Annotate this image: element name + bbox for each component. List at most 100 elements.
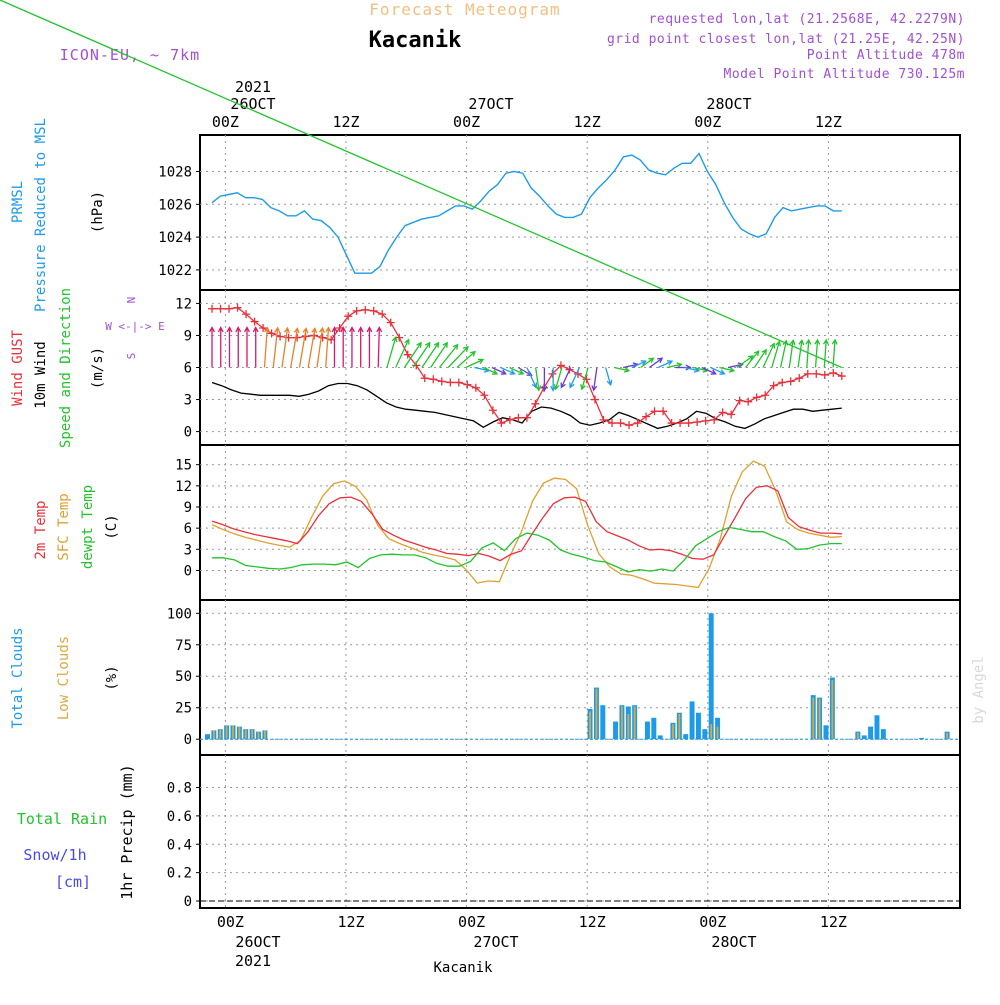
info-line: Point Altitude 478m [807,48,965,63]
wind-arrow [832,339,836,368]
gust-marker [233,303,242,312]
total-cloud-bar [702,729,708,740]
y-tick-label: 75 [175,638,192,654]
wind-arrowhead [274,326,281,333]
total-cloud-bar [861,735,867,740]
wind-arrowhead [264,326,270,333]
low-cloud-bar [672,724,674,740]
wind-arrow [779,340,787,368]
gust-marker [659,407,668,416]
total-clouds-label: Total Clouds [10,627,26,728]
gust-marker [522,413,531,422]
wind-arrowhead [798,338,805,346]
gust-marker [693,417,702,426]
gust-marker [642,412,651,421]
wind-arrowhead [209,326,215,333]
wind-arrow [692,366,708,372]
gust-marker [718,408,727,417]
y-tick-label: 0 [184,425,192,441]
wind-arrowhead [789,338,796,346]
bottom-year-label: 2021 [235,952,271,970]
sfc-temp-label: SFC Temp [56,493,72,560]
info-line: grid point closest lon,lat (21.25E, 42.2… [607,32,965,47]
wind-unit: (m/s) [90,347,106,389]
gust-marker [727,410,736,419]
wind-arrow [316,328,324,368]
pressure-line [211,152,842,274]
wind-arrowhead [477,358,485,364]
gust-marker [276,332,285,341]
total-cloud-bar [823,725,829,740]
bottom-hour-label: 12Z [820,913,847,931]
bottom-date-label: 27OCT [473,933,518,951]
gust-marker [761,391,770,400]
y-tick-label: 50 [175,669,192,685]
wind-arrowhead [416,341,422,348]
wind-arrow [421,342,440,368]
gust-marker [250,317,259,326]
low-cloud-bar [263,730,266,740]
total-cloud-bar [600,705,606,740]
precip-ylabel: 1hr Precip (mm) [118,764,136,899]
gust-marker [395,333,404,342]
gust-marker [803,369,812,378]
gust-marker [403,350,412,359]
wind-arrow [614,366,630,372]
y-tick-label: 0.8 [167,781,192,797]
gust-marker [616,419,625,428]
wind-arrowhead [761,348,767,355]
total-cloud-bar [683,734,689,740]
top-hour-label: 00Z [212,113,239,131]
low-cloud-bar [244,729,247,740]
wind-arrowhead [769,342,776,349]
wind-arrow [474,366,490,372]
gust-marker [361,305,370,314]
wind-arrow [386,337,397,368]
gust-marker [582,375,591,384]
wind-arrowhead [217,326,224,333]
y-tick-label: 0 [184,732,192,748]
panel-frame [199,134,961,291]
y-tick-label: 1026 [158,197,192,213]
wind-arrowhead [831,338,838,345]
wind-arrow [465,359,484,369]
wind-arrowhead [737,362,744,369]
wind-arrowhead [442,341,448,348]
wind-arrowhead [747,355,754,361]
wind-arrow [554,367,563,390]
total-cloud-bar [874,715,880,740]
wind-arrow [771,341,780,368]
gust-marker [454,378,463,387]
bottom-hour-label: 00Z [217,913,244,931]
low-clouds-label: Low Clouds [56,636,72,720]
wind-arrowhead [541,385,548,392]
y-tick-label: 0.2 [167,866,192,882]
wind-arrow [666,363,682,369]
gust-marker [216,304,225,313]
wind-arrow [281,328,289,368]
wind-arrowhead [331,326,338,333]
wind-arrow [412,342,431,368]
wind-arrowhead [580,384,586,391]
wind-arrow [290,328,299,368]
compass-n: N [125,297,138,304]
gust-marker [471,383,480,392]
y-tick-label: 6 [184,521,192,537]
pressure-ylabel-2: Pressure Reduced to MSL [33,118,49,312]
wind-arrowhead [252,326,259,333]
wind-arrow [447,346,469,368]
wind-arrow [701,366,716,375]
gust-marker [505,415,514,424]
y-tick-label: 15 [175,458,192,474]
temp-unit: (C) [104,514,120,539]
cloud-unit: (%) [104,665,120,690]
wind-arrowhead [318,326,325,334]
low-cloud-bar [812,697,815,740]
y-tick-label: 0 [184,563,192,579]
dewpt-line [212,526,842,573]
low-cloud-bar [225,725,228,740]
gust-marker [531,399,540,408]
gust-marker [556,361,565,370]
total-cloud-bar [657,735,663,740]
